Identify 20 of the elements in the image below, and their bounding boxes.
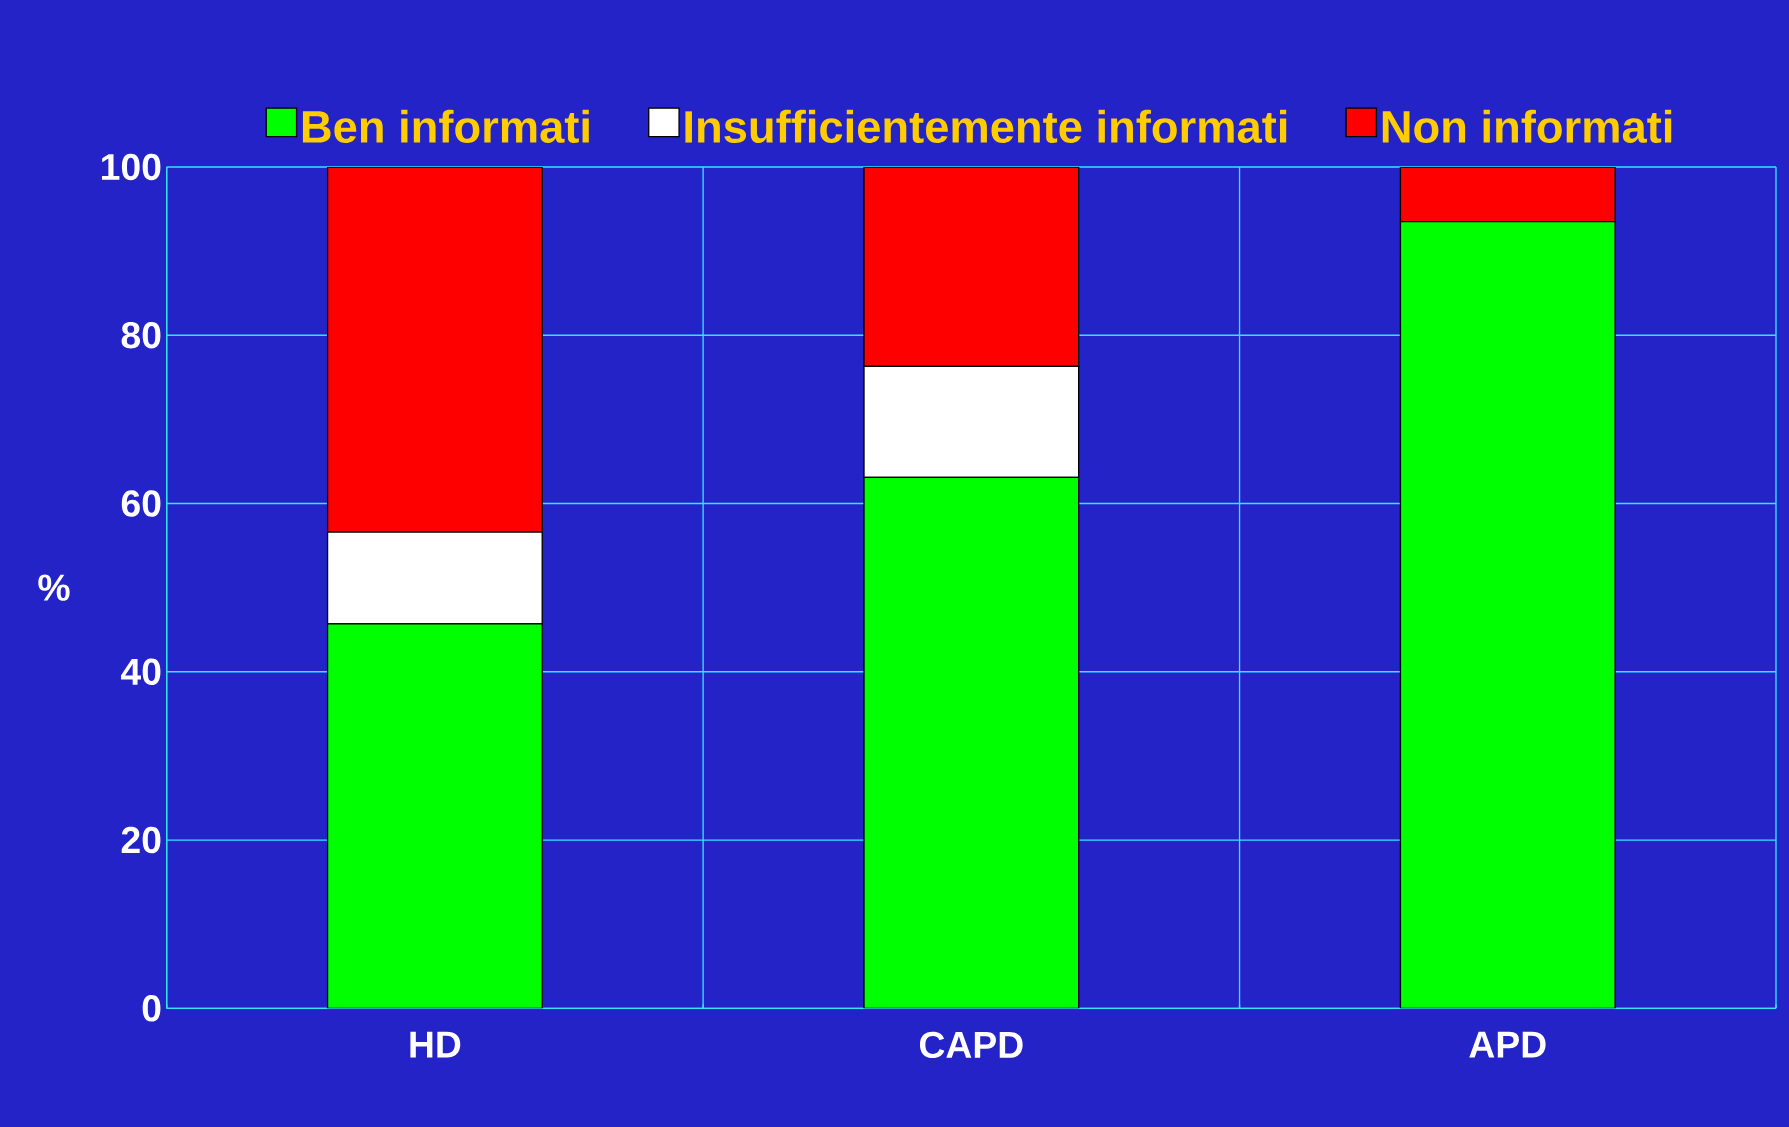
bar — [1399, 221, 1616, 1009]
legend-label: Non informati — [1382, 109, 1672, 143]
y-tick-label: 80 — [121, 322, 161, 349]
legend-label: Ben informati — [302, 109, 589, 143]
legend-label: Insufficientemente informati — [685, 109, 1287, 143]
bar — [326, 623, 543, 1009]
bar — [863, 476, 1080, 1009]
y-tick-label: 60 — [121, 490, 161, 517]
y-tick-label: 40 — [121, 658, 161, 685]
x-tick-label: HD — [410, 1031, 461, 1058]
x-tick-label: CAPD — [919, 1031, 1023, 1059]
bar — [863, 166, 1080, 368]
y-tick-label: 0 — [142, 995, 161, 1022]
bar — [1399, 166, 1616, 223]
bar — [326, 166, 543, 533]
y-tick-label: 20 — [121, 826, 161, 854]
x-tick-label: APD — [1469, 1031, 1546, 1058]
y-tick-label: 100 — [102, 153, 161, 181]
bar — [863, 365, 1080, 479]
y-axis-title: % — [38, 574, 70, 601]
